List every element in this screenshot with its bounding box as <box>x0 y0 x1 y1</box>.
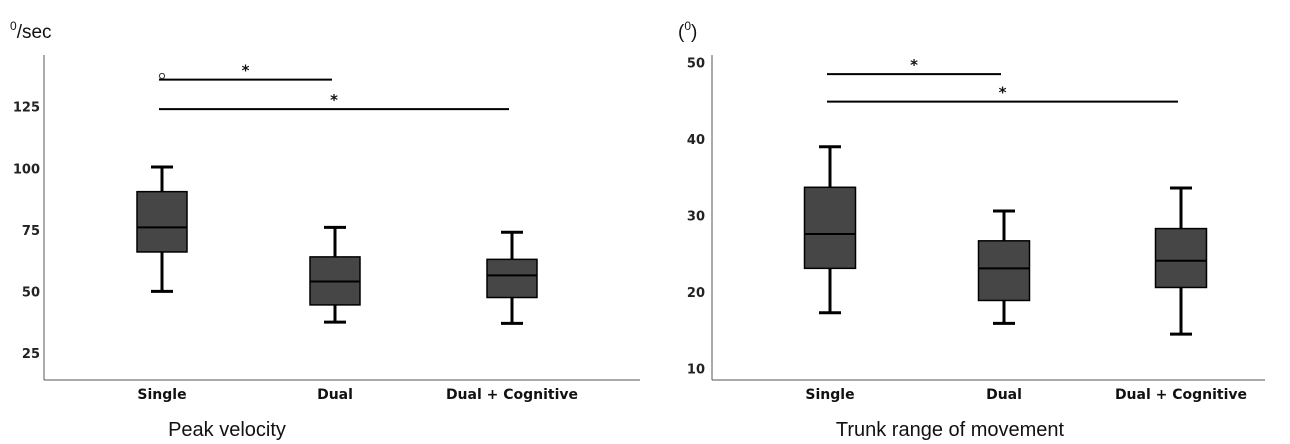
box-dual-cognitive <box>486 230 538 325</box>
significance-bars: ** <box>827 56 1178 103</box>
box-dual-cognitive <box>1154 186 1208 336</box>
box-single <box>136 165 188 293</box>
x-category-label: Dual <box>986 387 1022 403</box>
significance-star: * <box>999 84 1007 102</box>
y-tick-label: 50 <box>687 57 705 72</box>
chart-caption: Peak velocity <box>168 419 286 441</box>
iqr-box <box>486 258 538 299</box>
y-tick-label: 50 <box>22 285 40 300</box>
y-tick-label: 20 <box>687 286 705 301</box>
y-unit-label: 0/sec <box>10 19 52 43</box>
box-single <box>803 145 857 315</box>
y-axis-ticks: 10 20 30 40 50 <box>687 57 705 378</box>
iqr-box <box>136 190 188 253</box>
chart-caption: Trunk range of movement <box>836 419 1065 441</box>
y-tick-label: 125 <box>13 101 40 116</box>
x-category-label: Dual + Cognitive <box>1115 387 1247 403</box>
y-tick-label: 75 <box>22 224 40 239</box>
x-category-label: Dual <box>317 387 353 403</box>
box-plots <box>803 145 1208 336</box>
x-category-label: Single <box>805 387 854 403</box>
x-category-label: Dual + Cognitive <box>446 387 578 403</box>
y-axis-ticks: 25 50 75 100 125 <box>13 101 40 362</box>
y-tick-label: 25 <box>22 347 40 362</box>
box-dual <box>309 225 361 324</box>
y-tick-label: 10 <box>687 363 705 378</box>
y-tick-label: 30 <box>687 210 705 225</box>
significance-star: * <box>910 56 918 74</box>
outlier-point <box>158 72 166 80</box>
x-category-label: Single <box>137 387 186 403</box>
axes <box>43 55 640 381</box>
significance-star: * <box>330 91 338 109</box>
y-tick-label: 100 <box>13 162 40 177</box>
iqr-box <box>1154 227 1208 289</box>
iqr-box <box>803 186 857 270</box>
y-unit-label: (0) <box>678 19 697 43</box>
x-axis-categories: Single Dual Dual + Cognitive <box>805 387 1247 403</box>
significance-bars: ** <box>159 62 509 111</box>
iqr-box <box>977 240 1031 302</box>
significance-star: * <box>242 62 250 80</box>
box-dual <box>977 209 1031 325</box>
axes <box>711 55 1265 381</box>
y-tick-label: 40 <box>687 133 705 148</box>
box-plots <box>136 72 538 325</box>
x-axis-categories: Single Dual Dual + Cognitive <box>137 387 578 403</box>
